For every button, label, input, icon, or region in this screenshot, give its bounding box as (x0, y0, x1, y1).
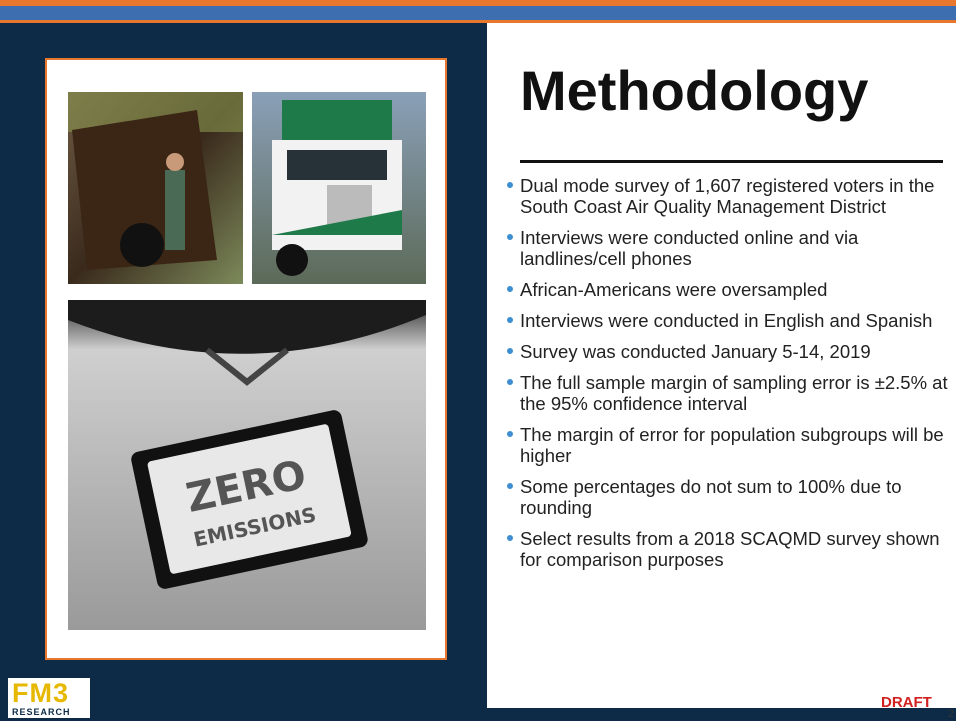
photo-panel: ZERO EMISSIONS (45, 58, 447, 660)
bullet: The margin of error for population subgr… (507, 424, 952, 466)
truck-photo (252, 92, 426, 284)
logo-name: FM3 (12, 678, 69, 708)
bullet: Interviews were conducted online and via… (507, 227, 952, 269)
logo: FM3 RESEARCH (8, 678, 90, 718)
top-bar (0, 0, 956, 6)
photos: ZERO EMISSIONS (68, 92, 426, 630)
bullet: African-Americans were oversampled (507, 279, 952, 300)
page-number: 2 (948, 708, 955, 720)
bullet: Interviews were conducted in English and… (507, 310, 952, 331)
tesla-photo: ZERO EMISSIONS (68, 300, 426, 630)
text-panel: Methodology Dual mode survey of 1,607 re… (487, 23, 956, 720)
bullet: The full sample margin of sampling error… (507, 372, 952, 414)
slide-title: Methodology (520, 59, 869, 122)
draft-label: DRAFT (881, 694, 932, 711)
bullet: Survey was conducted January 5-14, 2019 (507, 341, 952, 362)
bullet: Some percentages do not sum to 100% due … (507, 476, 952, 518)
logo-sub: RESEARCH (12, 707, 71, 717)
title-rule (520, 160, 943, 163)
orange-line (0, 20, 956, 23)
bullet: Select results from a 2018 SCAQMD survey… (507, 528, 952, 570)
bullet-list: Dual mode survey of 1,607 registered vot… (507, 175, 952, 580)
bullet: Dual mode survey of 1,607 registered vot… (507, 175, 952, 217)
blue-bar (0, 6, 956, 20)
van-photo (68, 92, 243, 284)
